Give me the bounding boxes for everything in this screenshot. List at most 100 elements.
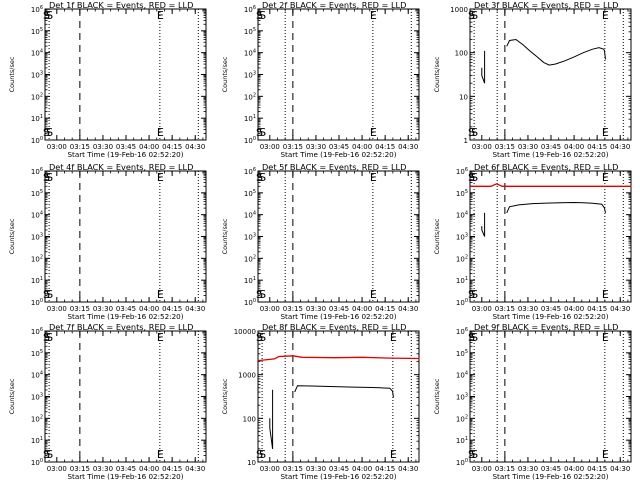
y-tick-label: 102 [31, 92, 43, 101]
y-axis-label: Counts/sec [221, 378, 229, 414]
panel-title: Det 5f BLACK = Events, RED = LLD [262, 162, 406, 172]
time-marker-letter: E [390, 331, 397, 344]
time-marker-letter: S [43, 331, 50, 344]
x-tick-label: 03:15 [70, 465, 90, 473]
y-tick-label: 100 [455, 50, 468, 58]
x-tick-label: 04:30 [398, 143, 418, 151]
y-tick-label: 106 [244, 5, 256, 14]
time-marker-letter: E [157, 9, 164, 22]
y-tick-label: 104 [31, 211, 43, 220]
time-marker-letter: S [259, 448, 266, 461]
y-tick-label: 104 [456, 371, 468, 380]
y-tick-label: 106 [31, 167, 43, 176]
x-tick-label: 03:15 [495, 305, 515, 313]
x-tick-label: 03:00 [472, 143, 492, 151]
time-marker-letter: S [43, 448, 50, 461]
x-tick-label: 04:15 [162, 465, 182, 473]
y-tick-label: 105 [456, 349, 468, 358]
x-tick-label: 03:30 [93, 305, 113, 313]
x-tick-label: 04:15 [162, 305, 182, 313]
y-tick-label: 102 [456, 414, 468, 423]
plot-frame [469, 330, 632, 463]
panel-det-6f: Det 6f BLACK = Events, RED = LLD 100 101 10… [433, 162, 632, 321]
y-tick-label: 10 [247, 459, 256, 467]
time-marker-letter: S [259, 126, 266, 139]
y-tick-label: 102 [31, 414, 43, 423]
time-marker-letter: S [46, 171, 53, 184]
x-tick-label: 04:15 [587, 305, 607, 313]
time-marker-letter: S [471, 288, 478, 301]
y-axis-label: Counts/sec [8, 218, 16, 254]
y-tick-label: 105 [244, 27, 256, 36]
y-tick-label: 100 [31, 458, 43, 467]
x-tick-label: 04:30 [610, 143, 630, 151]
x-tick-label: 03:30 [306, 143, 326, 151]
panel-title: Det 7f BLACK = Events, RED = LLD [49, 322, 193, 332]
time-marker-letter: S [468, 171, 475, 184]
x-tick-label: 03:45 [541, 143, 561, 151]
y-tick-label: 101 [31, 436, 43, 445]
x-tick-label: 04:30 [610, 305, 630, 313]
y-axis-label: Counts/sec [8, 56, 16, 92]
panel-title: Det 1f BLACK = Events, RED = LLD [49, 0, 193, 10]
y-axis-label: Counts/sec [221, 56, 229, 92]
panel-det-2f: Det 2f BLACK = Events, RED = LLD 100 101 10… [221, 0, 420, 159]
time-marker-letter: S [256, 9, 263, 22]
y-tick-label: 106 [31, 5, 43, 14]
y-tick-label: 105 [244, 189, 256, 198]
y-axis-label: Counts/sec [433, 218, 441, 254]
x-tick-label: 03:00 [47, 143, 67, 151]
time-marker-letter: E [602, 9, 609, 22]
time-marker-letter: S [259, 171, 266, 184]
y-tick-label: 103 [456, 233, 468, 242]
x-tick-label: 03:00 [472, 305, 492, 313]
time-marker-letter: S [256, 126, 263, 139]
plot-frame [44, 330, 207, 463]
time-marker-letter: S [259, 288, 266, 301]
y-tick-label: 101 [31, 114, 43, 123]
event-rate-line [294, 385, 394, 398]
y-tick-label: 104 [31, 49, 43, 58]
y-tick-label: 102 [244, 254, 256, 263]
x-tick-label: 03:15 [495, 143, 515, 151]
x-tick-label: 04:00 [352, 465, 372, 473]
x-tick-label: 03:45 [116, 305, 136, 313]
x-axis-label: Start Time (19-Feb-16 02:52:20) [67, 150, 183, 159]
y-axis-label: Counts/sec [433, 56, 441, 92]
x-tick-label: 03:00 [47, 305, 67, 313]
y-tick-label: 100 [244, 136, 256, 145]
time-marker-letter: S [256, 331, 263, 344]
x-tick-label: 04:00 [352, 143, 372, 151]
x-tick-label: 03:30 [93, 465, 113, 473]
y-tick-label: 104 [31, 371, 43, 380]
time-marker-letter: S [468, 448, 475, 461]
y-tick-label: 100 [31, 136, 43, 145]
plot-frame [469, 170, 632, 303]
y-tick-label: 104 [244, 49, 256, 58]
x-tick-label: 03:45 [541, 465, 561, 473]
time-marker-letter: S [46, 448, 53, 461]
plot-frame [44, 8, 207, 141]
plot-frame [257, 8, 420, 141]
y-tick-label: 105 [31, 27, 43, 36]
y-tick-label: 106 [31, 327, 43, 336]
panel-det-1f: Det 1f BLACK = Events, RED = LLD 100 101 10… [8, 0, 207, 159]
y-tick-label: 106 [244, 167, 256, 176]
x-tick-label: 04:30 [185, 305, 205, 313]
panel-det-8f: Det 8f BLACK = Events, RED = LLD 10 100 100… [221, 322, 420, 480]
x-tick-label: 03:45 [116, 465, 136, 473]
x-tick-label: 03:45 [541, 305, 561, 313]
x-tick-label: 03:00 [472, 465, 492, 473]
time-marker-letter: S [471, 448, 478, 461]
time-marker-letter: S [43, 9, 50, 22]
lld-rate-line [258, 355, 420, 362]
time-marker-letter: E [157, 448, 164, 461]
x-tick-label: 03:45 [116, 143, 136, 151]
y-tick-label: 100 [456, 298, 468, 307]
y-tick-label: 101 [456, 436, 468, 445]
y-axis-label: Counts/sec [8, 378, 16, 414]
y-tick-label: 103 [31, 233, 43, 242]
y-tick-label: 105 [31, 189, 43, 198]
y-tick-label: 106 [456, 167, 468, 176]
